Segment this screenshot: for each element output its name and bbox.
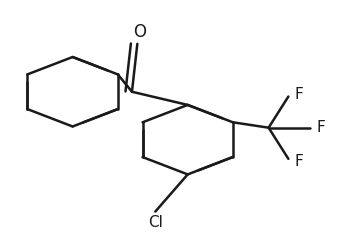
Text: F: F	[294, 154, 303, 169]
Text: Cl: Cl	[148, 215, 163, 230]
Text: F: F	[316, 120, 325, 135]
Text: F: F	[294, 87, 303, 102]
Text: O: O	[132, 23, 145, 41]
